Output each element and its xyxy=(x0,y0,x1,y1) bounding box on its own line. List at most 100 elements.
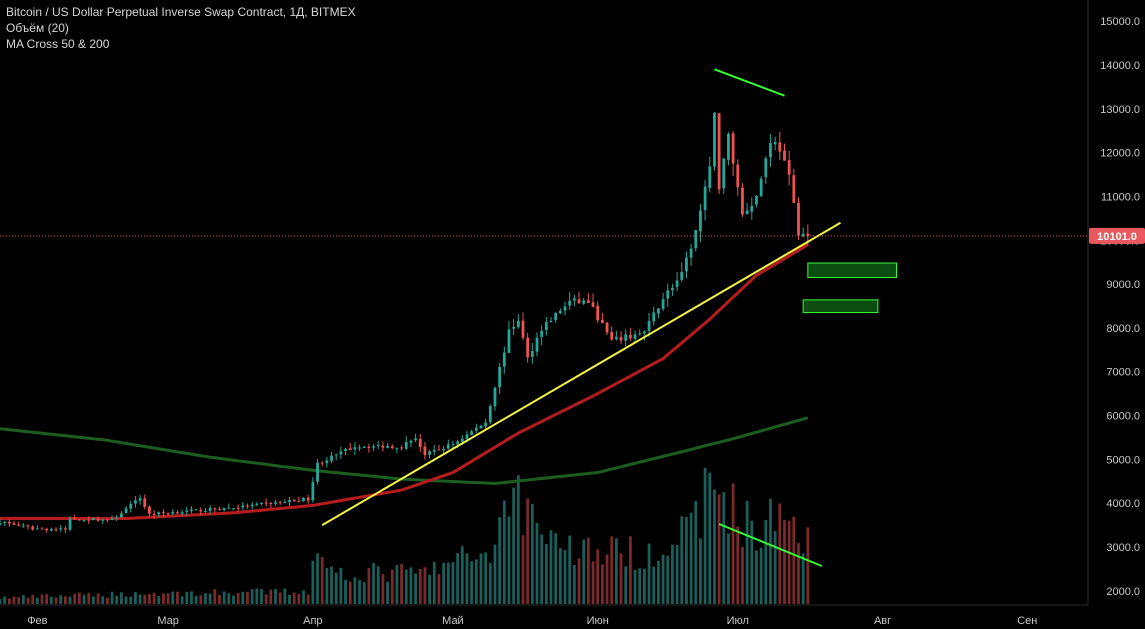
candle-body xyxy=(222,508,226,511)
candle-body xyxy=(376,445,380,447)
volume-bar xyxy=(437,574,441,604)
volume-bar xyxy=(134,592,137,604)
volume-bar xyxy=(124,596,128,604)
candle-body xyxy=(82,520,86,522)
volume-bar xyxy=(395,564,399,604)
volume-bar xyxy=(647,543,651,604)
candle-body xyxy=(269,502,273,505)
volume-bar xyxy=(535,522,539,604)
candle-body xyxy=(316,462,319,482)
x-axis[interactable]: Фев Мар Апр Май Июн Июл Авг Сен xyxy=(27,615,1037,627)
candle-body xyxy=(390,446,394,448)
candle-body xyxy=(171,512,175,514)
volume-bar xyxy=(400,564,403,604)
volume-bar xyxy=(586,537,590,604)
candle-body xyxy=(563,306,567,311)
volume-bar xyxy=(778,503,782,604)
candle-body xyxy=(54,529,58,531)
volume-bar xyxy=(311,560,315,604)
candle-body xyxy=(353,447,357,450)
x-tick-label: Мар xyxy=(157,615,179,627)
ma-cross-indicator-label[interactable]: MA Cross 50 & 200 xyxy=(6,37,110,51)
volume-bar xyxy=(278,592,282,604)
volume-bar xyxy=(540,534,544,604)
volume-bar xyxy=(21,595,25,604)
volume-bar xyxy=(334,572,338,604)
candle-body xyxy=(185,510,189,512)
support-zone-1[interactable] xyxy=(807,262,898,279)
volume-bar xyxy=(166,593,170,604)
volume-bar xyxy=(516,475,520,604)
candle-body xyxy=(35,528,39,530)
volume-bar xyxy=(194,595,198,604)
symbol-title[interactable]: Bitcoin / US Dollar Perpetual Inverse Sw… xyxy=(6,5,356,19)
volume-bar xyxy=(143,594,147,604)
x-tick-label: Апр xyxy=(303,615,322,627)
candle-body xyxy=(278,501,282,503)
candle-body xyxy=(302,497,305,502)
candle-body xyxy=(540,330,544,337)
candle-body xyxy=(208,507,212,511)
highs-trendline[interactable] xyxy=(714,68,785,97)
candle-body xyxy=(586,300,590,303)
volume-bar xyxy=(549,530,553,604)
candle-body xyxy=(59,528,63,530)
candle-body xyxy=(624,334,628,341)
volume-trendline[interactable] xyxy=(718,523,823,567)
volume-bar xyxy=(530,503,534,604)
candle-body xyxy=(428,451,431,455)
candle-body xyxy=(386,446,389,448)
volume-indicator-label[interactable]: Объём (20) xyxy=(6,21,69,35)
candle-body xyxy=(755,195,758,205)
volume-bar xyxy=(638,568,642,604)
y-axis[interactable]: 2000.0 3000.0 4000.0 5000.0 6000.0 7000.0 8000… xyxy=(1100,16,1140,598)
volume-bar xyxy=(787,520,791,604)
candle-body xyxy=(484,422,488,427)
y-tick-label: 14000.0 xyxy=(1100,60,1140,72)
volume-bar xyxy=(484,552,488,604)
volume-bar xyxy=(722,492,726,604)
volume-bar xyxy=(783,519,786,604)
volume-bar xyxy=(657,560,660,604)
candle-body xyxy=(614,336,618,340)
y-tick-label: 9000.0 xyxy=(1106,279,1140,291)
support-trendline[interactable] xyxy=(321,221,842,526)
volume-bar xyxy=(45,594,49,604)
candle-body xyxy=(96,518,100,521)
candle-body xyxy=(474,427,478,431)
candle-body xyxy=(591,302,595,307)
candle-body xyxy=(194,509,198,511)
candle-body xyxy=(442,448,446,451)
volume-bar xyxy=(661,554,665,604)
volume-bar xyxy=(470,561,474,604)
candle-body xyxy=(633,334,637,339)
volume-bar xyxy=(269,589,273,604)
volume-bar xyxy=(572,564,576,604)
volume-bar xyxy=(680,516,684,604)
volume-bar xyxy=(110,591,114,604)
volume-bar xyxy=(446,562,450,604)
volume-bar xyxy=(652,566,656,604)
candle-body xyxy=(498,366,502,388)
candle-body xyxy=(554,312,558,321)
volume-bar xyxy=(628,536,632,604)
candle-body xyxy=(516,320,520,327)
candle-body xyxy=(512,326,516,329)
support-zone-2[interactable] xyxy=(802,299,879,314)
volume-bar xyxy=(227,593,231,604)
volume-bar xyxy=(241,591,245,604)
volume-bar xyxy=(358,580,361,604)
candle-body xyxy=(339,451,343,455)
candle-body xyxy=(685,257,688,272)
volume-bar xyxy=(568,535,572,604)
candle-body xyxy=(568,300,572,306)
volume-bar xyxy=(297,593,301,604)
candle-body xyxy=(610,332,614,340)
volume-bar xyxy=(0,598,2,604)
y-tick-label: 13000.0 xyxy=(1100,104,1140,116)
volume-bar xyxy=(91,596,95,604)
volume-bar xyxy=(456,553,460,604)
y-tick-label: 4000.0 xyxy=(1106,498,1140,510)
y-tick-label: 7000.0 xyxy=(1106,367,1140,379)
